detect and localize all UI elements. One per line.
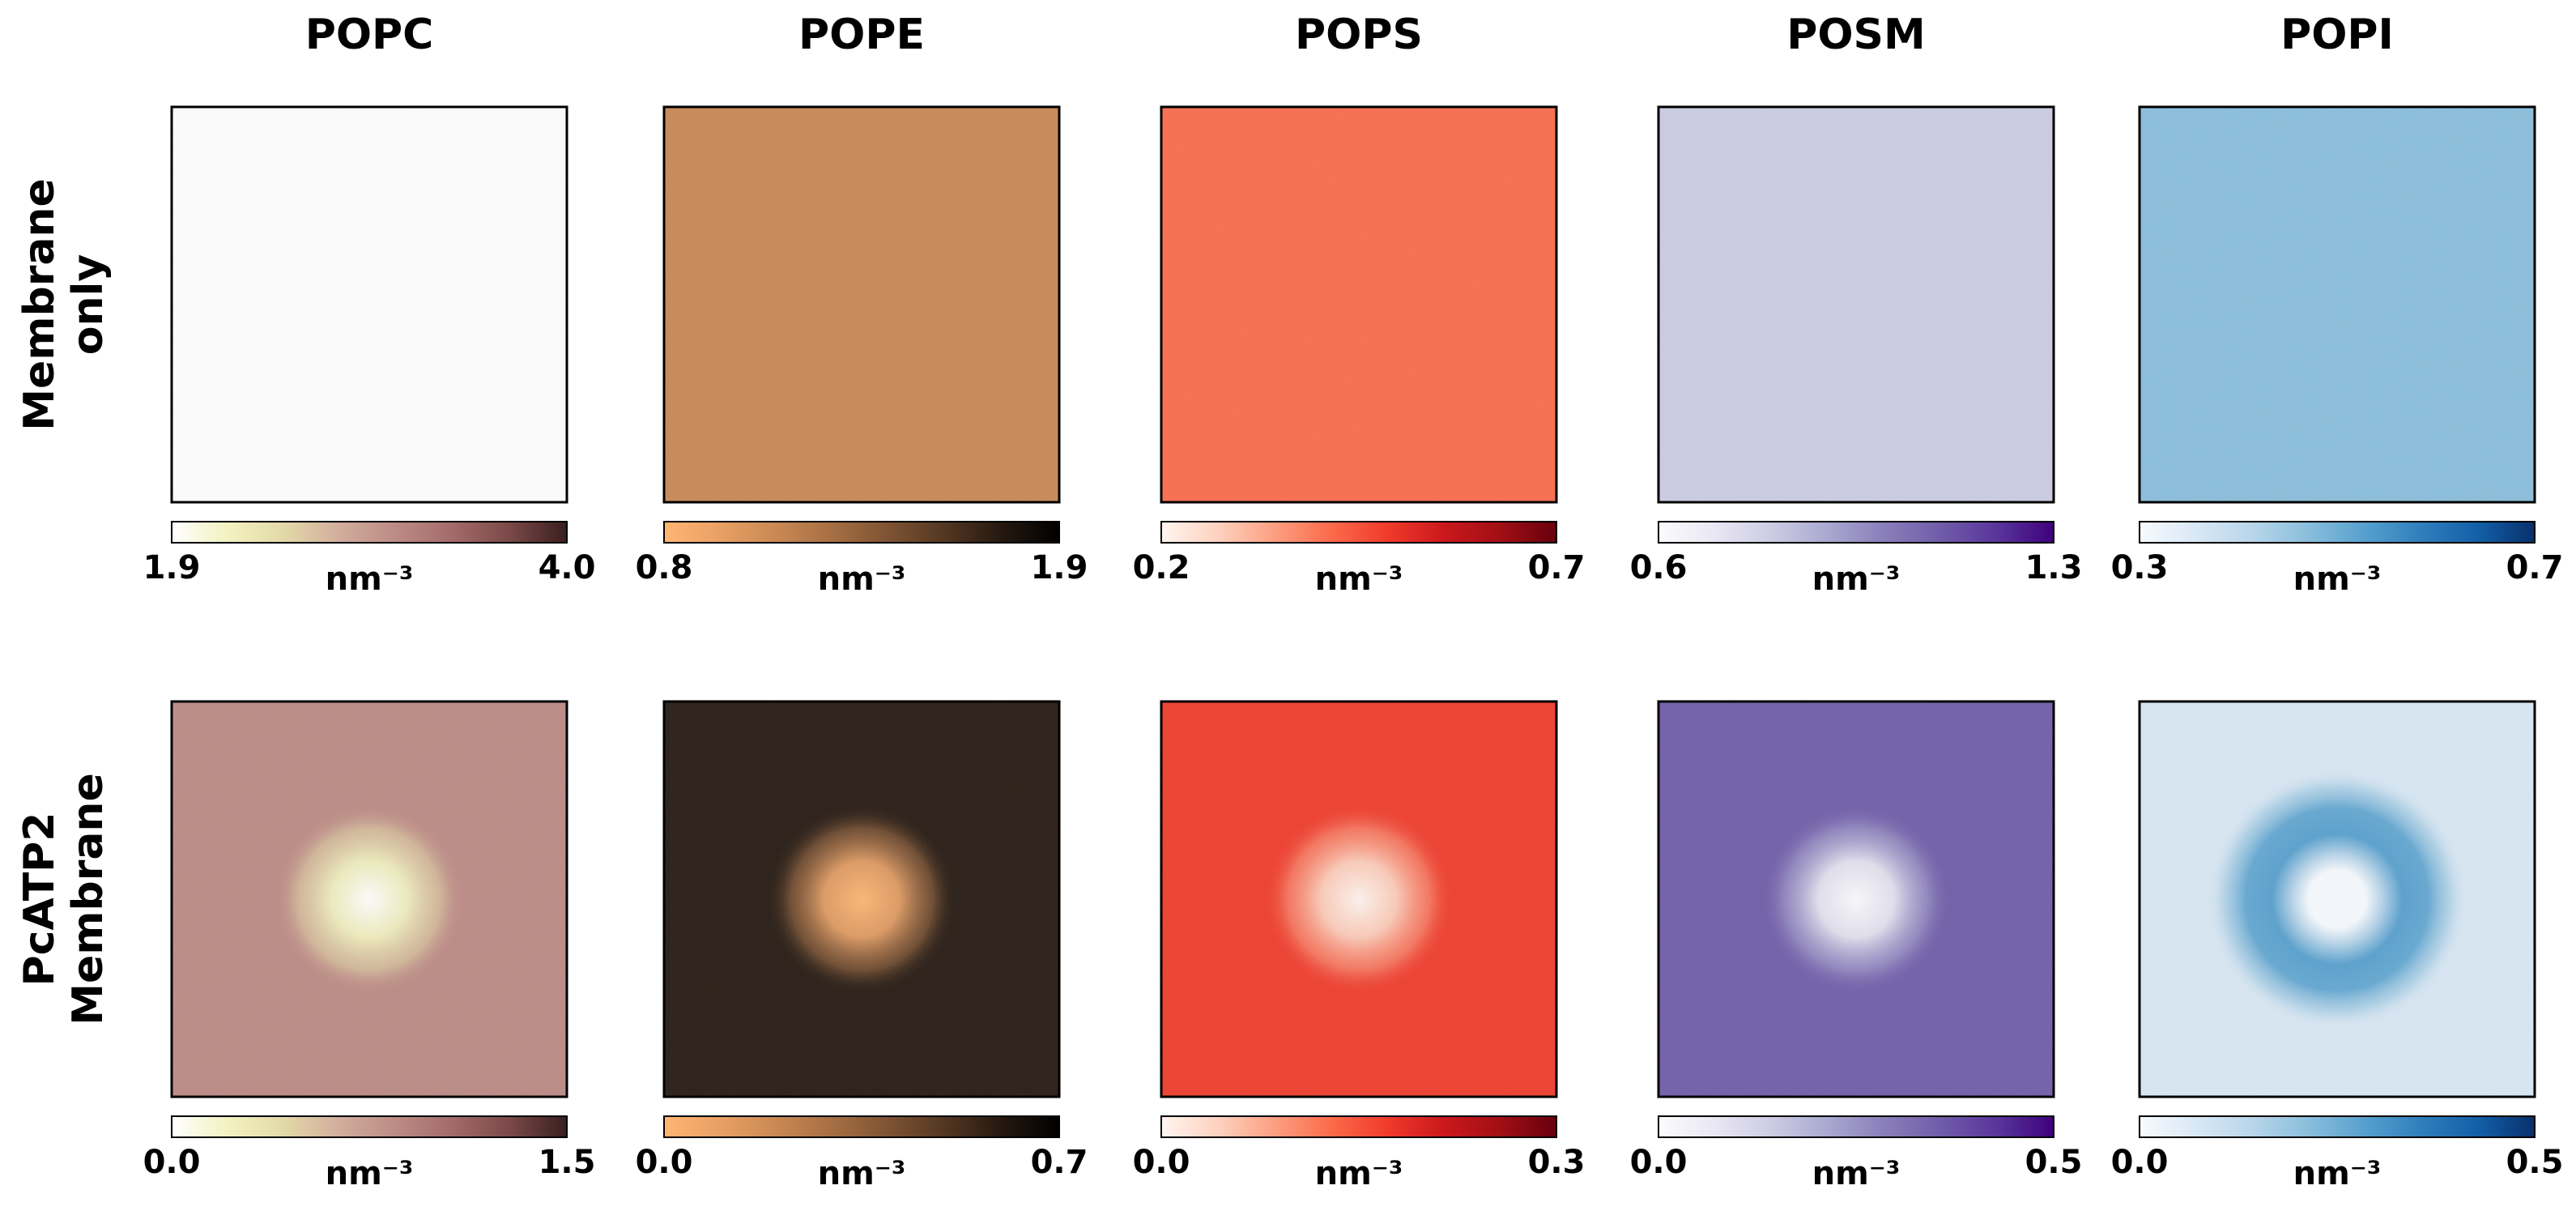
colorbar-max-label: 0.3: [1528, 1144, 1586, 1181]
colorbar-max-label: 0.7: [1031, 1144, 1088, 1181]
colorbar-unit-label: nm⁻³: [1812, 561, 1901, 598]
colorbar-max-label: 1.5: [539, 1144, 596, 1181]
colorbar-min-label: 0.2: [1133, 549, 1190, 586]
heatmap-panel-popc-row1: 0.0 1.5 nm⁻³: [143, 700, 596, 1192]
noise-texture: [2140, 701, 2535, 1097]
colorbar: [663, 521, 1060, 544]
noise-texture: [1658, 107, 2054, 502]
colorbar-min-label: 0.3: [2111, 549, 2169, 586]
colorbar-unit-label: nm⁻³: [326, 1155, 414, 1192]
colorbar: [1160, 521, 1557, 544]
colorbar-max-label: 1.3: [2025, 549, 2083, 586]
colorbar: [1160, 1115, 1557, 1138]
noise-texture: [172, 701, 567, 1097]
column-title-pope: POPE: [798, 11, 925, 59]
noise-texture: [172, 107, 567, 502]
heatmap-frame: [1160, 700, 1558, 1098]
colorbar-min-label: 0.0: [1133, 1144, 1190, 1181]
column-title-popc: POPC: [305, 11, 434, 59]
column-title-posm: POSM: [1786, 11, 1926, 59]
colorbar-unit-label: nm⁻³: [1315, 561, 1403, 598]
row-label-1-line-0: PcATP2: [15, 812, 64, 987]
colorbar-max-label: 0.7: [2506, 549, 2564, 586]
heatmap-panel-posm-row0: 0.6 1.3 nm⁻³: [1630, 105, 2083, 598]
heatmap-frame: [1160, 105, 1558, 504]
colorbar-unit-label: nm⁻³: [1812, 1155, 1901, 1192]
colorbar: [171, 521, 568, 544]
heatmap-panel-pope-row1: 0.0 0.7 nm⁻³: [636, 700, 1088, 1192]
colorbar-max-label: 4.0: [539, 549, 596, 586]
colorbar-min-label: 0.0: [1630, 1144, 1688, 1181]
colorbar-min-label: 0.6: [1630, 549, 1688, 586]
heatmap-frame: [662, 700, 1061, 1098]
colorbar: [2139, 1115, 2536, 1138]
colorbar-unit-label: nm⁻³: [818, 561, 906, 598]
colorbar-min-label: 0.8: [636, 549, 693, 586]
colorbar-min-label: 0.0: [2111, 1144, 2169, 1181]
colorbar: [1658, 1115, 2054, 1138]
colorbar-max-label: 1.9: [1031, 549, 1088, 586]
colorbar: [663, 1115, 1060, 1138]
colorbar-max-label: 0.5: [2506, 1144, 2564, 1181]
colorbar-min-label: 1.9: [143, 549, 201, 586]
colorbar-min-label: 0.0: [143, 1144, 201, 1181]
colorbar: [2139, 521, 2536, 544]
heatmap-panel-popc-row0: 1.9 4.0 nm⁻³: [143, 105, 596, 598]
noise-texture: [1161, 701, 1556, 1097]
heatmap-panel-pops-row1: 0.0 0.3 nm⁻³: [1133, 700, 1586, 1192]
heatmap-frame: [662, 105, 1061, 504]
colorbar-unit-label: nm⁻³: [2293, 1155, 2382, 1192]
heatmap-frame: [170, 105, 568, 504]
colorbar-unit-label: nm⁻³: [2293, 561, 2382, 598]
colorbar-unit-label: nm⁻³: [1315, 1155, 1403, 1192]
column-title-popi: POPI: [2280, 11, 2394, 59]
noise-texture: [2140, 107, 2535, 502]
row-label-1-line-1: Membrane: [64, 773, 113, 1025]
heatmap-frame: [2138, 700, 2536, 1098]
heatmap-panel-pope-row0: 0.8 1.9 nm⁻³: [636, 105, 1088, 598]
colorbar: [171, 1115, 568, 1138]
colorbar-max-label: 0.5: [2025, 1144, 2083, 1181]
noise-texture: [1658, 701, 2054, 1097]
colorbar-unit-label: nm⁻³: [326, 561, 414, 598]
row-label-0-line-0: Membrane: [15, 178, 64, 430]
noise-texture: [664, 701, 1059, 1097]
heatmap-frame: [170, 700, 568, 1098]
heatmap-panel-pops-row0: 0.2 0.7 nm⁻³: [1133, 105, 1586, 598]
colorbar: [1658, 521, 2054, 544]
heatmap-panel-popi-row1: 0.0 0.5 nm⁻³: [2111, 700, 2564, 1192]
heatmap-panel-popi-row0: 0.3 0.7 nm⁻³: [2111, 105, 2564, 598]
colorbar-min-label: 0.0: [636, 1144, 693, 1181]
column-title-pops: POPS: [1295, 11, 1423, 59]
colorbar-unit-label: nm⁻³: [818, 1155, 906, 1192]
heatmap-frame: [2138, 105, 2536, 504]
heatmap-frame: [1657, 105, 2055, 504]
noise-texture: [1161, 107, 1556, 502]
row-label-0-line-1: only: [64, 254, 113, 355]
colorbar-max-label: 0.7: [1528, 549, 1586, 586]
heatmap-frame: [1657, 700, 2055, 1098]
heatmap-panel-posm-row1: 0.0 0.5 nm⁻³: [1630, 700, 2083, 1192]
noise-texture: [664, 107, 1059, 502]
